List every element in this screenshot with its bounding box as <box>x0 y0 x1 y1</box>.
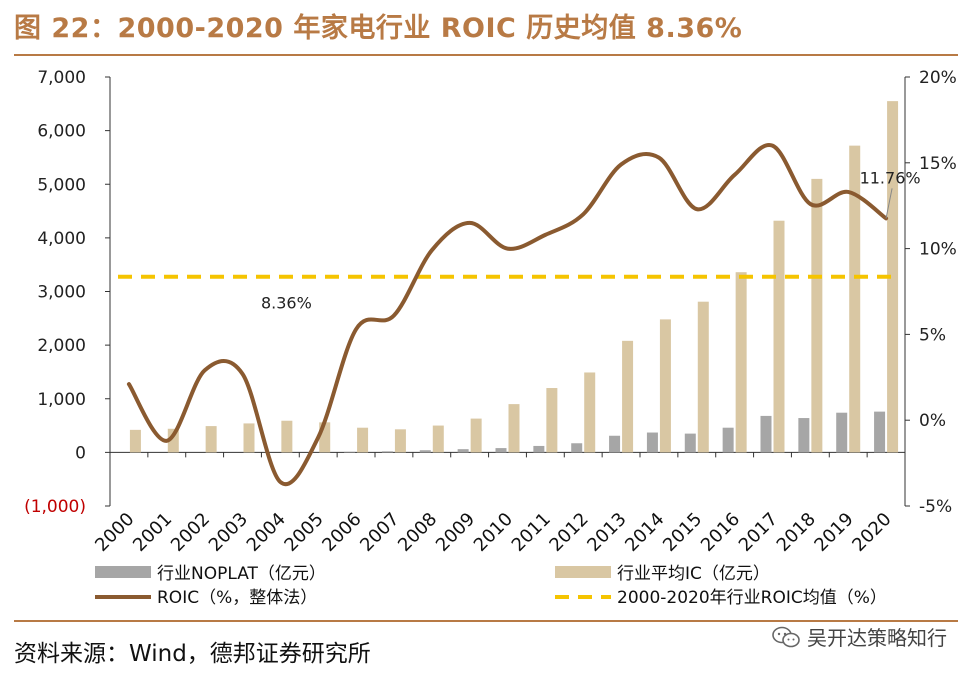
x-axis-category-label: 2000 <box>91 509 138 556</box>
x-axis-category-label: 2003 <box>205 509 252 556</box>
footer-divider <box>14 620 958 622</box>
right-axis-tick-label: 5% <box>919 325 946 345</box>
left-axis-tick-label: 5,000 <box>37 175 86 195</box>
figure-title: 图 22：2000-2020 年家电行业 ROIC 历史均值 8.36% <box>14 13 743 44</box>
roic-line <box>126 143 889 487</box>
x-axis-category-label: 2007 <box>356 509 403 556</box>
ic-bar <box>773 220 785 453</box>
x-axis-category-label: 2001 <box>129 509 176 556</box>
ic-bar <box>849 145 861 453</box>
x-axis-category-label: 2014 <box>621 509 668 556</box>
end-value-leader <box>885 188 893 219</box>
ic-bar <box>394 429 406 453</box>
ic-bar <box>129 429 141 453</box>
ic-bar <box>584 372 596 453</box>
source-note: 资料来源：Wind，德邦证券研究所 <box>14 641 371 667</box>
x-axis-category-label: 2012 <box>546 509 593 556</box>
ic-bar <box>205 426 217 453</box>
ic-bar <box>887 101 899 453</box>
x-axis-category-label: 2018 <box>773 509 820 556</box>
ic-bar <box>319 422 331 453</box>
watermark: 吴开达策略知行 <box>771 622 947 651</box>
left-axis-tick-label: 2,000 <box>37 336 86 356</box>
legend-roic-label: ROIC（%，整体法） <box>157 588 317 608</box>
ic-bar <box>735 272 747 453</box>
left-axis-tick-label: 4,000 <box>37 229 86 249</box>
noplat-bar <box>760 415 772 453</box>
roic-chart: (1,000) 0 1,000 2,000 3,000 4,000 5,000 6,000 7,… <box>24 68 957 608</box>
x-axis-category-label: 2009 <box>432 509 479 556</box>
legend-ic-swatch <box>555 566 611 578</box>
left-axis-tick-label: 7,000 <box>37 68 86 88</box>
ic-bar <box>470 418 482 453</box>
x-axis-category-label: 2011 <box>508 509 555 556</box>
end-value-label: 11.76% <box>860 168 921 187</box>
x-axis-category-label: 2017 <box>735 509 782 556</box>
left-axis-tick-label: (1,000) <box>24 497 86 517</box>
x-axis-category-label: 2002 <box>167 509 214 556</box>
noplat-bar <box>609 435 621 453</box>
ic-bar <box>508 404 520 453</box>
right-axis-tick-label: 15% <box>919 154 957 174</box>
x-axis-category-label: 2020 <box>848 509 895 556</box>
x-axis-category-label: 2010 <box>470 509 517 556</box>
legend-group: 行业NOPLAT（亿元） 行业平均IC（亿元） ROIC（%，整体法） 2000-20… <box>95 564 887 608</box>
left-axis-tick-label: 1,000 <box>37 390 86 410</box>
ic-bar <box>281 420 293 453</box>
x-axis-category-label: 2013 <box>583 509 630 556</box>
noplat-bar <box>457 449 469 453</box>
noplat-bar <box>344 451 356 453</box>
right-axis-tick-label: 10% <box>919 240 957 260</box>
lines-group <box>118 143 900 487</box>
noplat-bar <box>419 450 431 453</box>
left-axis-tick-label: 0 <box>75 443 86 463</box>
noplat-bar <box>646 432 658 453</box>
ic-bar <box>811 178 823 453</box>
noplat-bar <box>836 412 848 453</box>
noplat-bar <box>571 443 583 453</box>
noplat-bar <box>874 411 886 453</box>
bars-group <box>129 101 899 453</box>
x-axis-category-label: 2019 <box>811 509 858 556</box>
watermark-text: 吴开达策略知行 <box>807 626 947 650</box>
x-axis-category-label: 2015 <box>659 509 706 556</box>
left-axis-tick-label: 6,000 <box>37 122 86 142</box>
title-divider <box>14 54 958 56</box>
axes-group: (1,000) 0 1,000 2,000 3,000 4,000 5,000 6,000 7,… <box>24 68 957 517</box>
left-axis-tick-label: 3,000 <box>37 283 86 303</box>
x-axis-category-label: 2005 <box>281 509 328 556</box>
ic-bar <box>432 425 444 453</box>
noplat-bar <box>533 445 545 453</box>
right-axis-tick-label: 20% <box>919 68 957 88</box>
ic-bar <box>243 423 255 453</box>
ic-bar <box>546 388 558 453</box>
legend-ic-label: 行业平均IC（亿元） <box>617 564 770 584</box>
right-axis-tick-label: -5% <box>919 497 952 517</box>
x-axis-category-label: 2006 <box>318 509 365 556</box>
noplat-bar <box>798 418 810 453</box>
noplat-bar <box>684 433 696 453</box>
x-axis-category-label: 2016 <box>697 509 744 556</box>
legend-noplat-swatch <box>95 566 151 578</box>
ic-bar <box>659 319 671 453</box>
noplat-bar <box>722 427 734 453</box>
legend-noplat-label: 行业NOPLAT（亿元） <box>157 564 326 584</box>
noplat-bar <box>495 448 507 453</box>
ic-bar <box>357 427 369 453</box>
right-axis-tick-label: 0% <box>919 411 946 431</box>
wechat-icon <box>772 626 800 647</box>
x-axis-category-label: 2004 <box>243 509 290 556</box>
ic-bar <box>622 340 634 453</box>
noplat-bar <box>381 451 393 453</box>
average-value-label: 8.36% <box>261 294 312 313</box>
x-axis-category-label: 2008 <box>394 509 441 556</box>
ic-bar <box>697 301 709 453</box>
legend-average-label: 2000-2020年行业ROIC均值（%） <box>617 588 887 608</box>
ic-bar <box>167 428 179 453</box>
